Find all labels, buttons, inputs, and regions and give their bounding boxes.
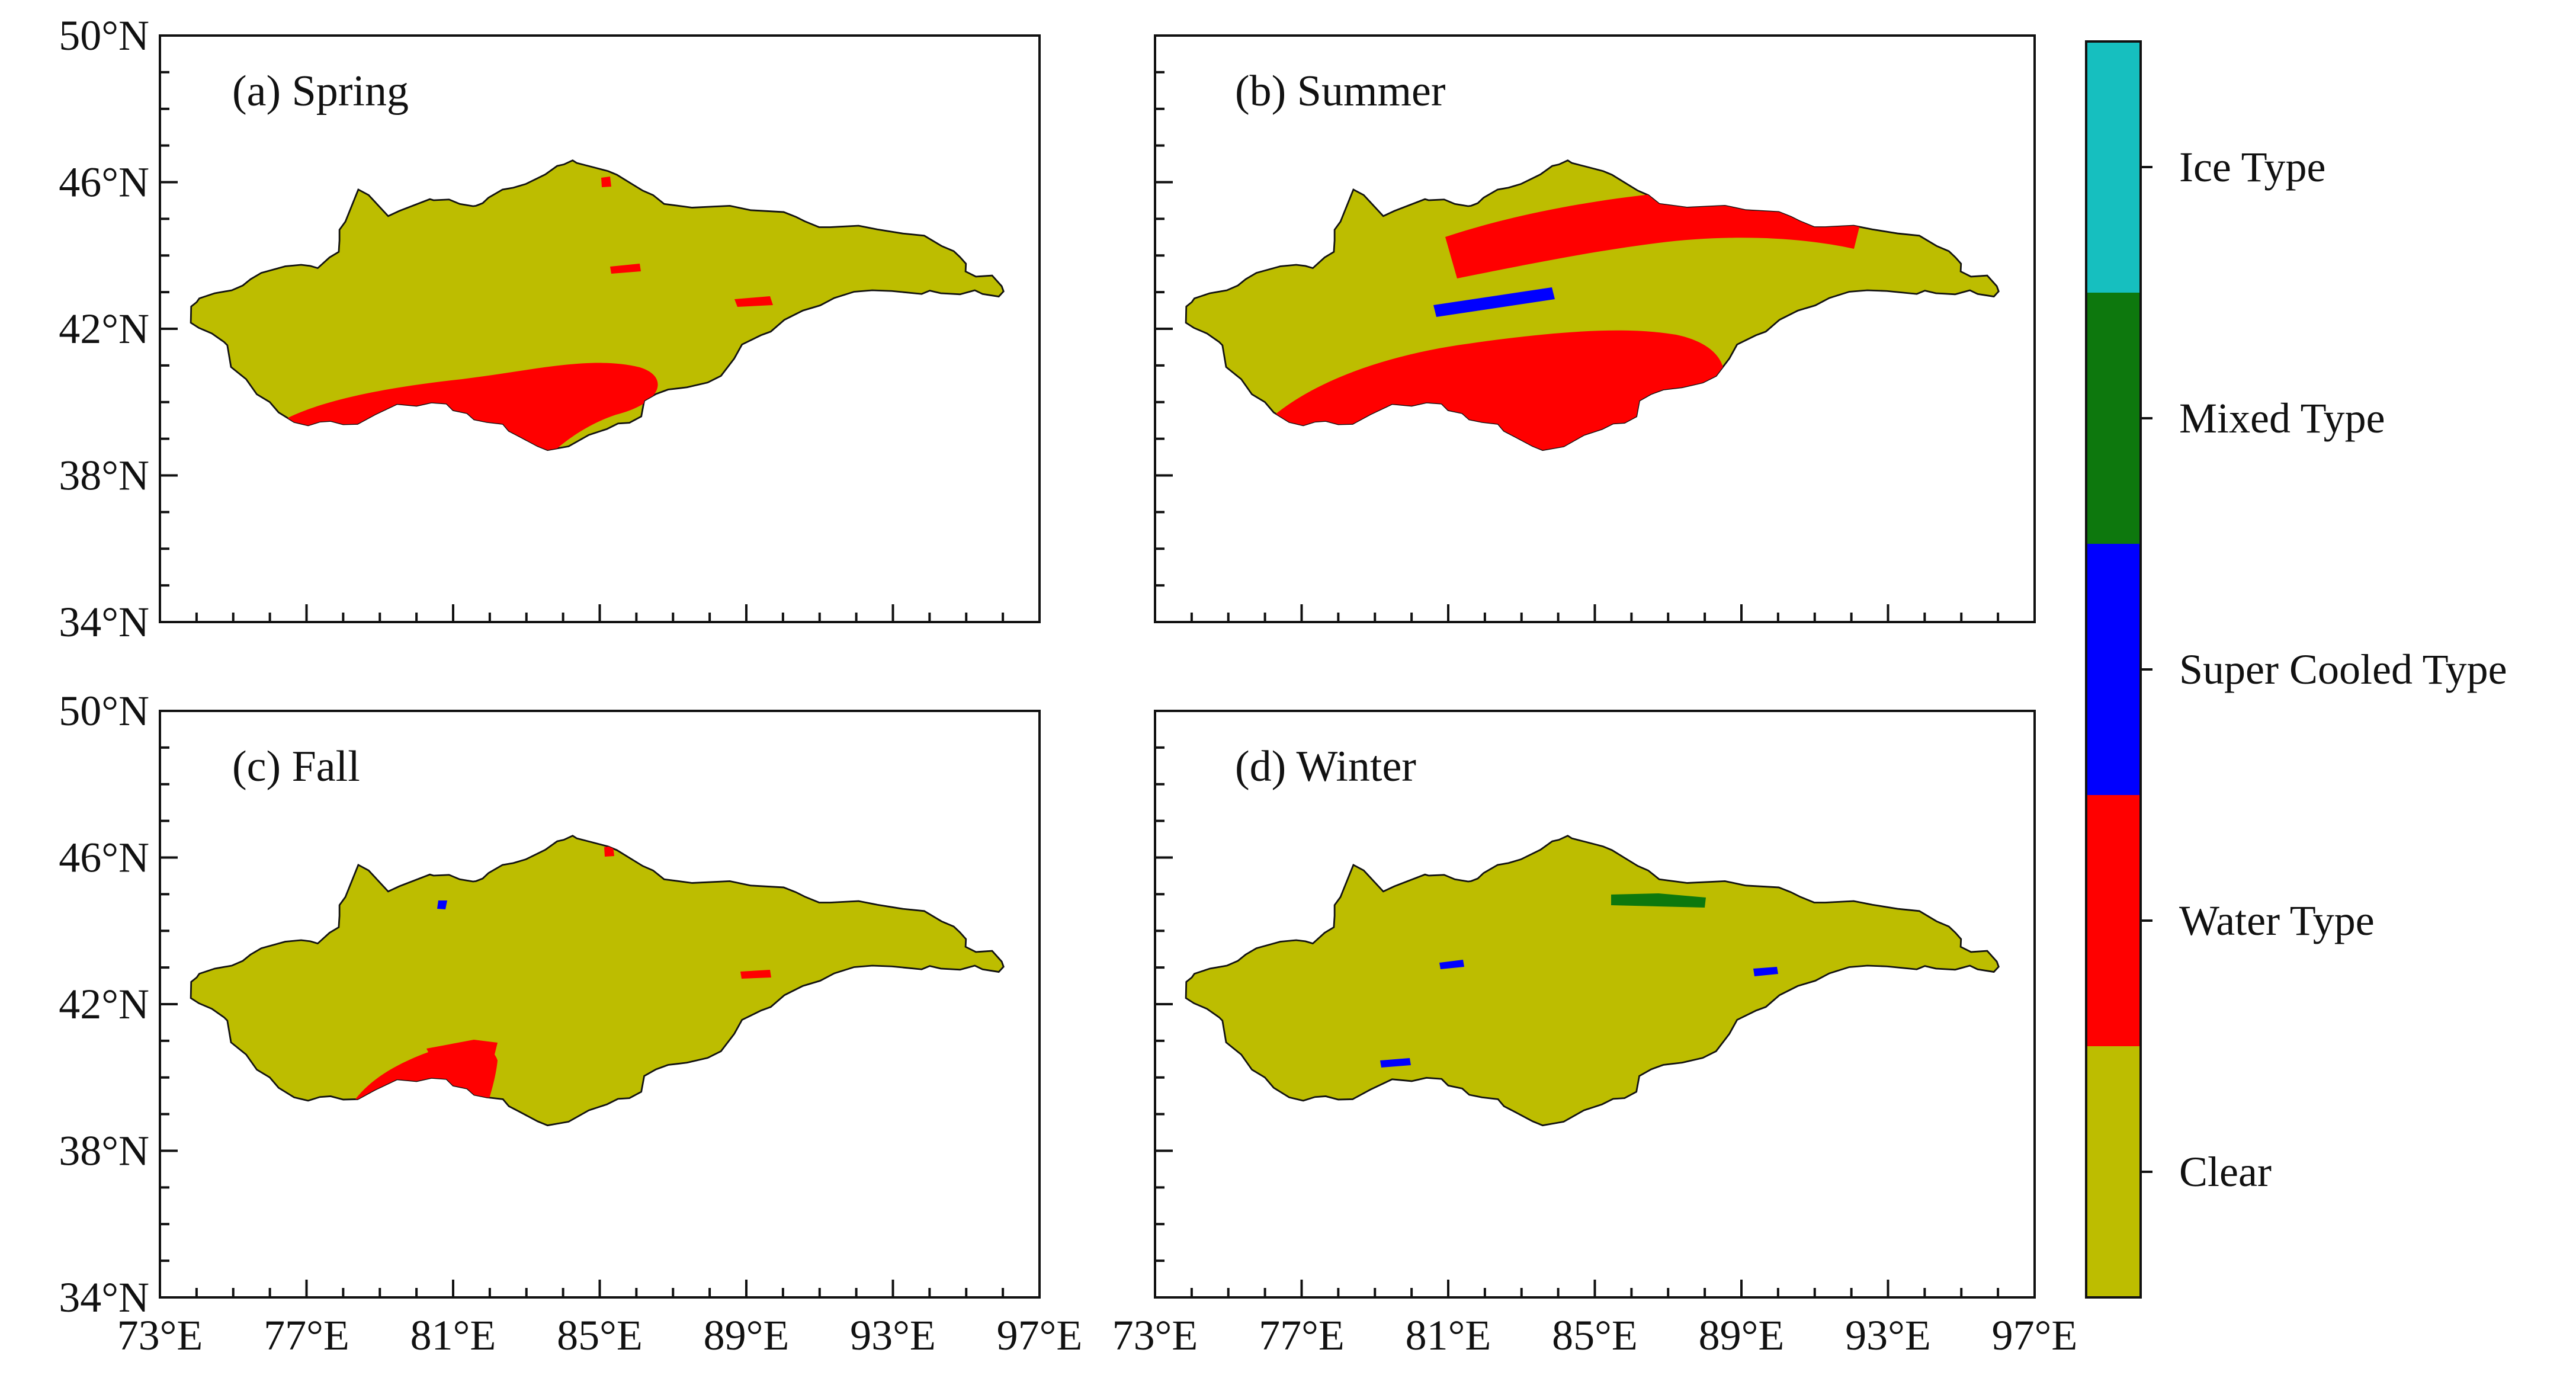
- panel-c-label: (c) Fall: [232, 742, 360, 791]
- lat-tick-label: 38°N: [59, 452, 149, 499]
- lon-tick-label: 89°E: [1699, 1312, 1785, 1359]
- lat-tick-label: 42°N: [59, 980, 149, 1028]
- panel-c: (c) Fall: [159, 710, 1041, 1299]
- winter-mixed-north: [1611, 893, 1706, 908]
- lat-tick-label: 34°N: [59, 1274, 149, 1321]
- fall-supercooled-west: [437, 900, 447, 909]
- legend-label: Clear: [2179, 1148, 2272, 1196]
- lon-tick-label: 85°E: [1552, 1312, 1638, 1359]
- lon-tick-label: 73°E: [117, 1312, 203, 1359]
- legend-label: Mixed Type: [2179, 395, 2385, 442]
- panel-b-label: (b) Summer: [1235, 67, 1446, 116]
- legend-label: Water Type: [2179, 897, 2375, 944]
- lat-tick-label: 50°N: [59, 687, 149, 735]
- winter-supercooled-north: [1439, 960, 1464, 969]
- lon-tick-label: 97°E: [997, 1312, 1083, 1359]
- legend-swatch: [2086, 795, 2141, 1046]
- lon-tick-label: 85°E: [557, 1312, 643, 1359]
- panel-d: (d) Winter: [1154, 710, 2036, 1299]
- panel-a-label: (a) Spring: [232, 67, 409, 116]
- legend-label: Super Cooled Type: [2179, 646, 2507, 693]
- legend-label: Ice Type: [2179, 143, 2326, 191]
- lon-tick-label: 77°E: [264, 1312, 349, 1359]
- lat-tick-label: 38°N: [59, 1127, 149, 1175]
- spring-water-north-2: [601, 177, 611, 187]
- fall-water-north-2: [604, 846, 614, 857]
- legend-swatch: [2086, 293, 2141, 544]
- lat-tick-label: 34°N: [59, 598, 149, 646]
- lat-tick-label: 42°N: [59, 305, 149, 352]
- lat-tick-label: 46°N: [59, 159, 149, 206]
- legend-swatch: [2086, 1046, 2141, 1297]
- summer-water-basin: [1261, 330, 1725, 450]
- panel-b: (b) Summer: [1154, 34, 2036, 623]
- lon-tick-label: 93°E: [850, 1312, 936, 1359]
- legend: Ice Type Mixed Type Super Cooled Type Water…: [2085, 40, 2507, 1299]
- axes: 50°N 46°N 42°N 38°N 34°N 50°N 46°N 42°N 38°N 34°N…: [59, 12, 2077, 1359]
- spring-water-north-1: [734, 296, 773, 307]
- lat-tick-label: 50°N: [59, 12, 149, 59]
- lon-tick-label: 73°E: [1112, 1312, 1198, 1359]
- legend-colorbar-frame: [2085, 40, 2142, 1299]
- summer-water-north-belt: [1445, 189, 1860, 278]
- winter-supercooled-ne: [1753, 967, 1778, 976]
- summer-supercooled-north: [1433, 287, 1555, 317]
- lat-tick-label: 46°N: [59, 834, 149, 882]
- lon-tick-label: 81°E: [410, 1312, 496, 1359]
- legend-swatch: [2086, 41, 2141, 293]
- lon-tick-label: 77°E: [1259, 1312, 1345, 1359]
- panel-a: (a) Spring: [159, 34, 1041, 623]
- lon-tick-label: 93°E: [1845, 1312, 1931, 1359]
- panel-d-label: (d) Winter: [1235, 742, 1416, 791]
- winter-supercooled-mid: [1380, 1058, 1411, 1068]
- lon-tick-label: 89°E: [704, 1312, 790, 1359]
- fall-water-north: [740, 970, 771, 979]
- spring-water-north-3: [610, 264, 641, 274]
- fall-water-basin-north: [426, 1040, 498, 1072]
- legend-swatch: [2086, 544, 2141, 795]
- lon-tick-label: 81°E: [1406, 1312, 1491, 1359]
- lon-tick-label: 97°E: [1992, 1312, 2078, 1359]
